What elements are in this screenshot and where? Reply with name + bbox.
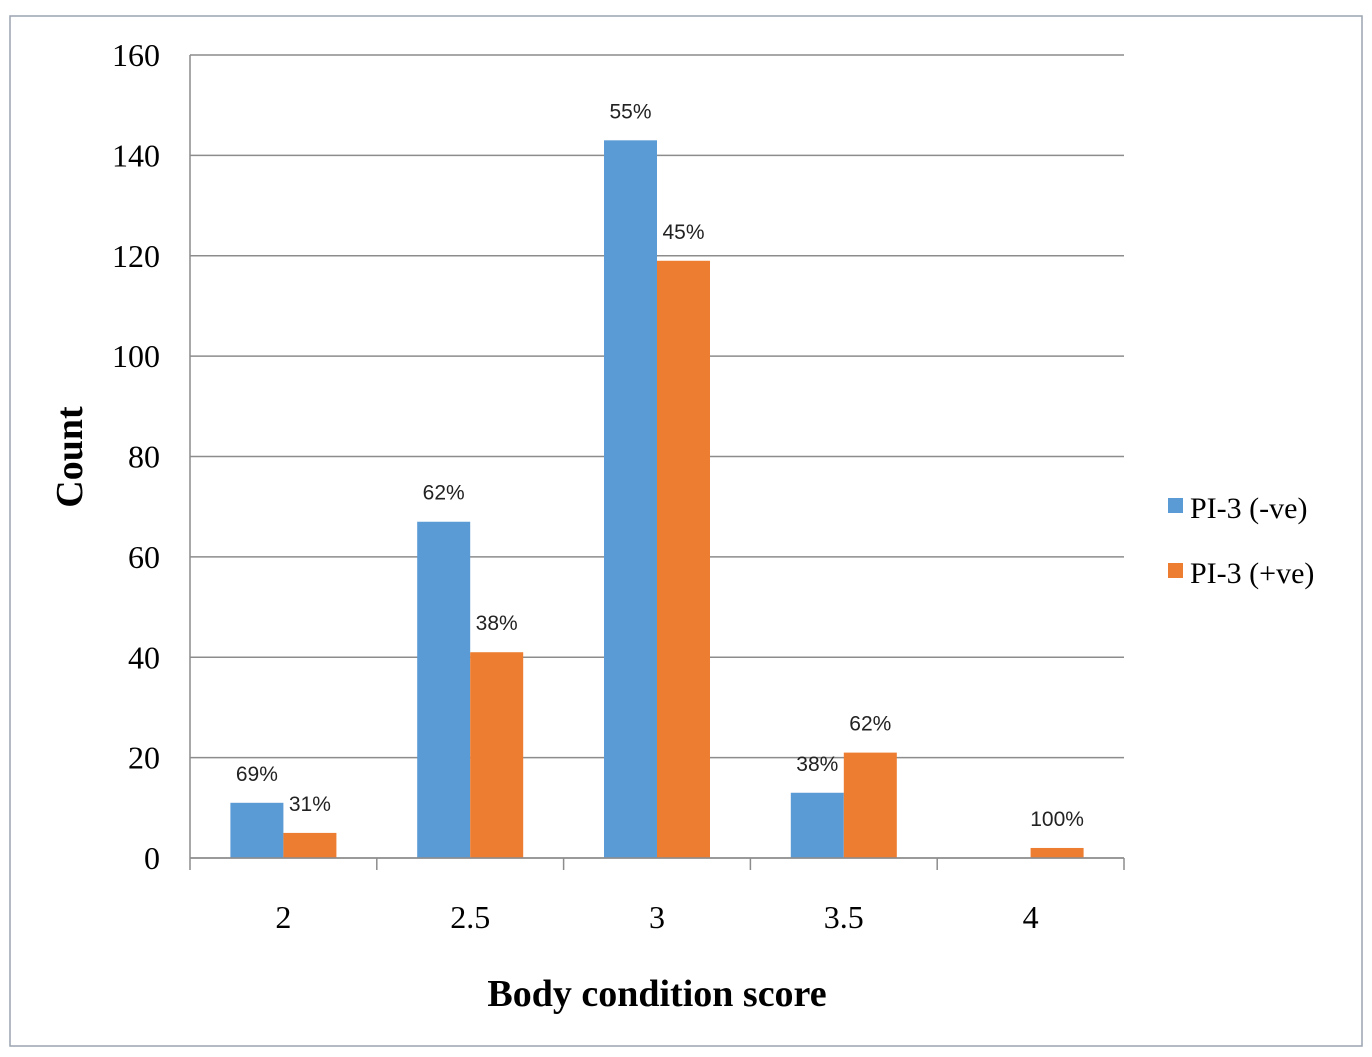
data-label: 38% [796,753,838,776]
data-labels: 69% 62% 55% 38% 31% 38% 45% 62% 100% [236,100,1084,831]
x-axis-title: Body condition score [487,973,826,1015]
y-tick-label: 40 [128,639,160,675]
x-tick-label: 2 [275,899,291,935]
data-label: 31% [289,793,331,816]
y-tick-label: 20 [128,740,160,776]
bar [283,832,337,858]
bar [230,802,284,858]
y-tick-label: 80 [128,439,160,475]
y-tick-label: 120 [112,238,160,274]
bars [230,140,1084,859]
y-tick-label: 140 [112,137,160,173]
bar [604,140,657,859]
legend-swatch-positive [1168,563,1183,578]
legend-label-negative: PI-3 (-ve) [1190,492,1307,525]
x-tick-label: 3 [649,899,665,935]
y-axis-title: Count [49,406,91,508]
y-tick-label: 100 [112,338,160,374]
y-tick-label: 160 [112,37,160,73]
legend-label-positive: PI-3 (+ve) [1190,557,1314,590]
x-tick-label: 3.5 [824,899,864,935]
data-label: 55% [609,100,651,123]
x-tick-labels: 2 2.5 3 3.5 4 [275,899,1038,935]
x-tick-label: 4 [1023,899,1039,935]
axes [189,55,1125,870]
bar [417,521,471,858]
y-tick-labels: 0 20 40 60 80 100 120 140 160 [112,37,160,876]
legend: PI-3 (-ve) PI-3 (+ve) [1168,492,1314,590]
data-label: 69% [236,763,278,786]
bar [470,652,524,858]
bar [790,792,844,858]
data-label: 100% [1030,808,1084,831]
x-tick-label: 2.5 [450,899,490,935]
data-label: 38% [476,612,518,635]
data-label: 62% [849,713,891,736]
bar [657,260,710,858]
data-label: 62% [423,482,465,505]
bar [843,752,897,858]
bar [1030,847,1084,858]
data-label: 45% [662,221,704,244]
y-tick-label: 0 [144,840,160,876]
legend-swatch-negative [1168,498,1183,513]
y-tick-label: 60 [128,539,160,575]
